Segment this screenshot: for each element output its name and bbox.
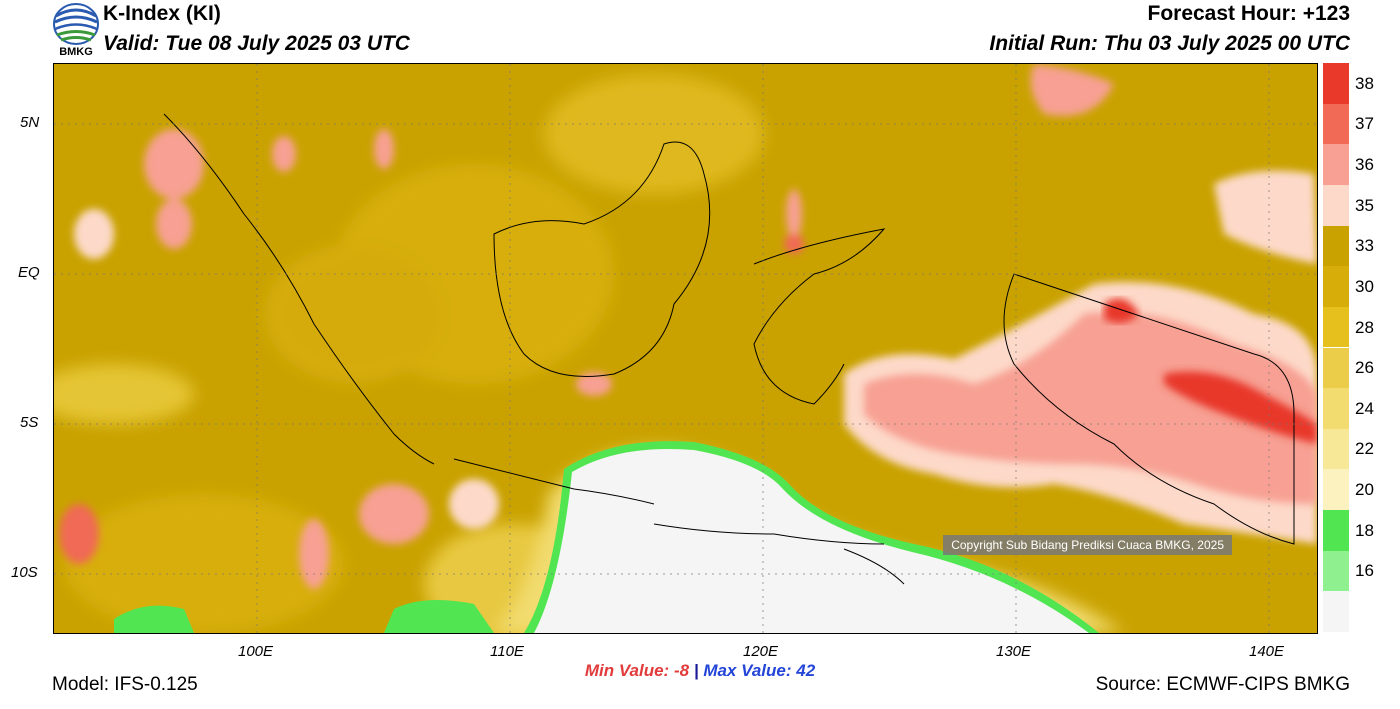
coastlines (163, 113, 1295, 585)
k-index-map: Copyright Sub Bidang Prediksi Cuaca BMKG… (53, 63, 1318, 634)
copyright-notice: Copyright Sub Bidang Prediksi Cuaca BMKG… (943, 535, 1232, 555)
stats-separator: | (693, 661, 699, 680)
colorbar (1323, 63, 1349, 632)
colorbar-segment (1323, 63, 1349, 104)
high-index-area (844, 64, 1317, 544)
colorbar-segment (1323, 266, 1349, 307)
colorbar-label: 36 (1355, 154, 1374, 174)
lon-label-110e: 110E (490, 643, 524, 660)
colorbar-segment (1323, 469, 1349, 511)
colorbar-label: 35 (1355, 195, 1374, 215)
grid-lines (54, 64, 1317, 633)
lat-label-eq: EQ (18, 264, 40, 281)
colorbar-segment (1323, 225, 1349, 267)
colorbar-label: 30 (1355, 276, 1374, 296)
colorbar-segment (1323, 388, 1349, 429)
colorbar-label: 38 (1355, 73, 1374, 93)
low-index-area (114, 441, 1124, 633)
colorbar-label: 18 (1355, 520, 1374, 540)
initial-run: Initial Run: Thu 03 July 2025 00 UTC (989, 32, 1350, 55)
colorbar-segment (1323, 144, 1349, 185)
colorbar-label: 37 (1355, 114, 1374, 134)
colorbar-label: 28 (1355, 317, 1374, 337)
logo-text: BMKG (59, 46, 93, 58)
max-value-label: Max Value: (703, 661, 792, 680)
colorbar-segment (1323, 591, 1349, 632)
colorbar-label: 16 (1355, 561, 1374, 581)
lon-label-120e: 120E (743, 643, 779, 660)
forecast-hour: Forecast Hour: +123 (1147, 2, 1351, 25)
lat-label-5n: 5N (20, 114, 40, 131)
lon-label-140e: 140E (1249, 643, 1285, 660)
lon-label-100e: 100E (238, 643, 274, 660)
colorbar-label: 22 (1355, 439, 1374, 459)
colorbar-label: 33 (1355, 236, 1374, 256)
colorbar-segment (1323, 510, 1349, 551)
colorbar-segment (1323, 347, 1349, 389)
colorbar-label: 20 (1355, 480, 1374, 500)
colorbar-segment (1323, 306, 1349, 348)
colorbar-segment (1323, 550, 1349, 592)
valid-time: Valid: Tue 08 July 2025 03 UTC (103, 32, 410, 55)
min-value: -8 (673, 661, 690, 680)
min-max-values: Min Value: -8 | Max Value: 42 (0, 661, 1400, 681)
min-value-label: Min Value: (584, 661, 670, 680)
max-value: 42 (796, 661, 816, 680)
lat-label-10s: 10S (11, 564, 38, 581)
colorbar-segment (1323, 103, 1349, 145)
bmkg-logo (52, 2, 100, 60)
colorbar-label: 26 (1355, 358, 1374, 378)
colorbar-label: 24 (1355, 398, 1374, 418)
model-name: Model: IFS-0.125 (52, 674, 198, 695)
data-source: Source: ECMWF-CIPS BMKG (1095, 674, 1350, 695)
lon-label-130e: 130E (996, 643, 1032, 660)
colorbar-segment (1323, 184, 1349, 226)
colorbar-segment (1323, 428, 1349, 470)
lat-label-5s: 5S (20, 414, 39, 431)
map-title: K-Index (KI) (103, 2, 221, 25)
scattered-cells (59, 129, 804, 589)
